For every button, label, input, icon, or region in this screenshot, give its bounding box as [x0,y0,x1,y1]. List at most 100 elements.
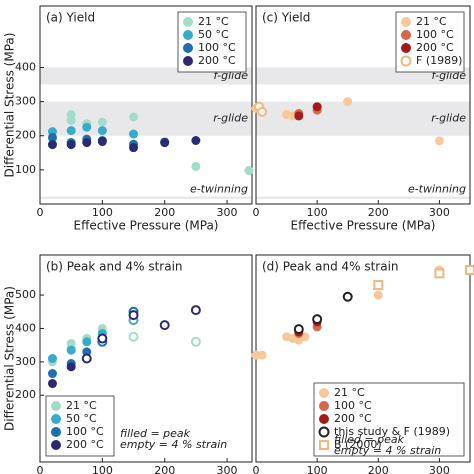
y-tick-label: 100 [15,163,36,176]
x-tick-label: 0 [37,206,44,219]
band-label: r-glide [213,112,248,125]
y-tick-label: 500 [15,288,36,301]
point [434,136,444,146]
point [190,336,201,347]
point [128,331,139,342]
legend-label: 100 °C [198,41,236,54]
legend-label: 200 °C [334,412,372,425]
legend-marker [183,30,193,40]
legend-label: 200 °C [198,54,236,67]
point [294,111,304,121]
point [257,350,267,360]
point [434,268,445,279]
legend-label: 100 °C [334,399,372,412]
point [47,140,57,150]
point [97,126,107,136]
x-tick-label: 100 [92,206,113,219]
y-tick-label: 200 [15,129,36,142]
legend-label: 100 °C [66,425,104,438]
point [82,122,92,132]
point [81,353,92,364]
y-tick-label: 300 [15,355,36,368]
panel-title: (a) Yield [46,11,95,25]
x-axis-label: Effective Pressure (MPa) [291,219,436,233]
point [47,369,57,379]
point [129,129,139,139]
x-tick-label: 200 [368,206,389,219]
point [465,265,474,276]
annotation: filled = peak [120,427,191,440]
y-tick-label: 400 [15,60,36,73]
point [257,106,268,117]
point [97,117,107,127]
annotation: empty = 4 % strain [334,444,441,457]
legend-marker [401,17,411,27]
point [82,138,92,148]
legend-label: F (1989) [416,54,462,67]
point [293,324,304,335]
panel-title: (b) Peak and 4% strain [46,260,183,274]
legend-marker [51,427,61,437]
legend-label: 21 °C [66,399,97,412]
point [97,137,107,147]
legend-label: 21 °C [198,15,229,28]
x-axis-label: Effective Pressure (MPa) [74,219,219,233]
legend-box [313,382,465,457]
legend-marker [51,401,61,411]
legend-label: this study & F (1989) [334,425,450,438]
band [256,196,470,199]
y-axis-label: Differential Stress (MPa) [3,286,17,431]
point [373,280,384,291]
panel-title: (c) Yield [262,11,310,25]
legend-label: 200 °C [416,41,454,54]
point [82,337,92,347]
point [191,136,201,146]
point [66,362,76,372]
legend-marker [319,388,329,398]
point [129,112,139,122]
point [190,305,201,316]
y-axis-label: Differential Stress (MPa) [3,33,17,178]
x-tick-label: 100 [307,464,328,474]
point [47,379,57,389]
band-label: r-glide [431,112,466,125]
point [97,333,108,344]
x-tick-label: 300 [429,464,450,474]
point [343,97,353,107]
legend-marker [183,17,193,27]
y-tick-label: 300 [15,95,36,108]
legend-label: 200 °C [66,438,104,451]
legend-label: 50 °C [66,412,97,425]
legend-label: 100 °C [416,28,454,41]
legend-marker [51,414,61,424]
x-tick-label: 300 [217,206,238,219]
x-tick-label: 0 [253,464,260,474]
point [312,314,323,325]
x-tick-label: 200 [154,206,175,219]
legend-label: 21 °C [416,15,447,28]
legend-marker [183,43,193,53]
band-label: e-twinning [190,182,248,195]
point [191,161,201,171]
annotation: empty = 4 % strain [120,438,227,451]
x-tick-label: 100 [307,206,328,219]
band [40,196,252,199]
legend-label: 50 °C [198,28,229,41]
band-label: e-twinning [408,182,466,195]
legend-marker [318,426,330,438]
y-tick-label: 400 [15,321,36,334]
x-tick-label: 200 [368,464,389,474]
legend-marker [401,30,411,40]
legend-marker [319,440,329,450]
legend-marker [400,55,412,67]
point [129,143,139,153]
legend-label: 21 °C [334,386,365,399]
x-tick-label: 0 [37,464,44,474]
y-tick-label: 200 [15,388,36,401]
point [128,310,139,321]
legend-marker [183,56,193,66]
legend-marker [51,440,61,450]
legend-label: B (2000) [334,438,382,451]
legend-marker [401,43,411,53]
legend-marker [319,401,329,411]
